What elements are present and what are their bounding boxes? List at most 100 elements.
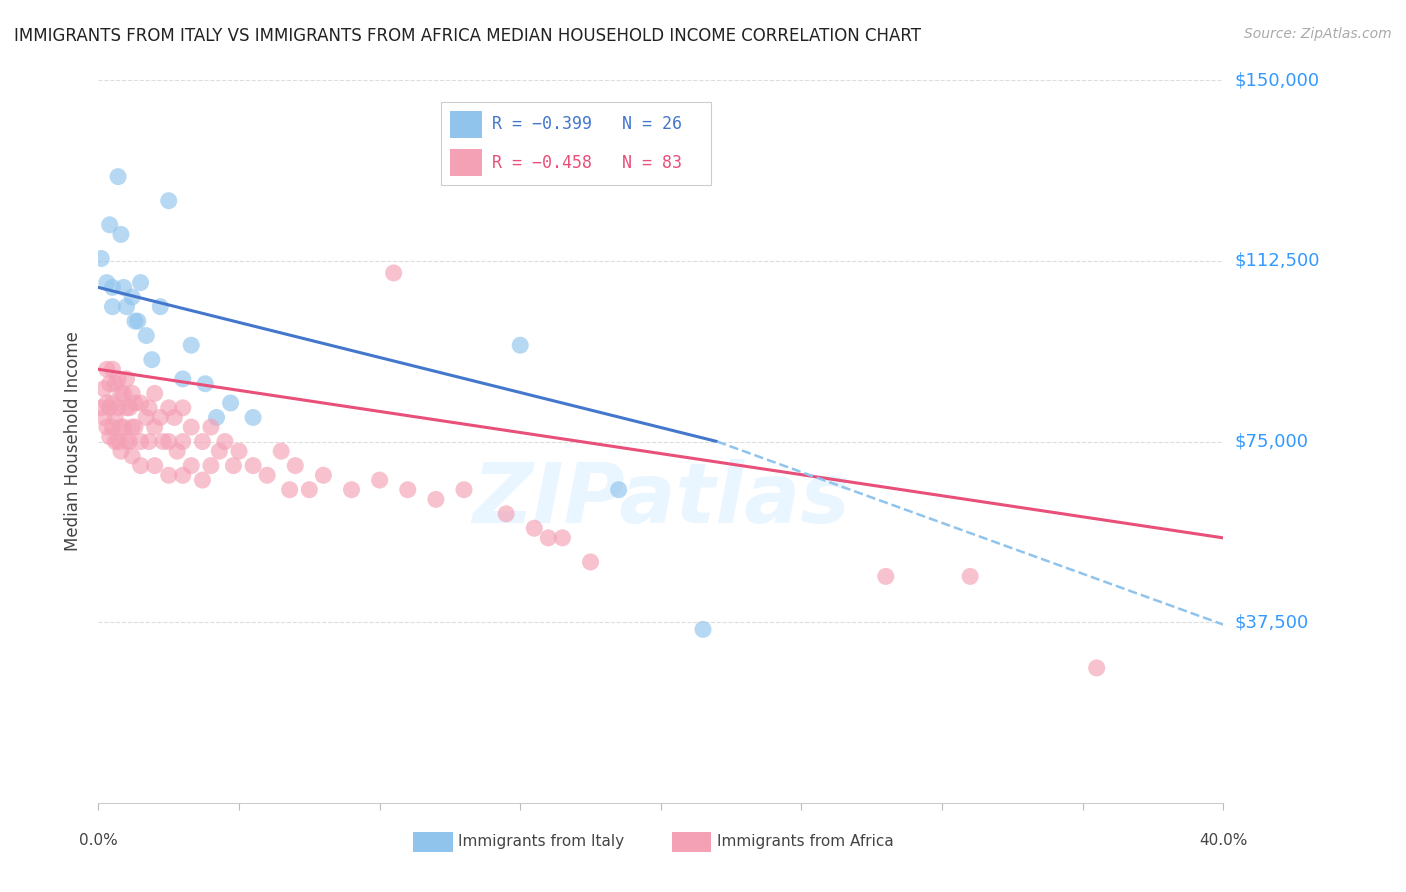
Point	[124, 314, 146, 328]
Point	[396, 483, 419, 497]
Point	[509, 338, 531, 352]
Point	[200, 458, 222, 473]
Point	[135, 410, 157, 425]
Point	[112, 386, 135, 401]
Point	[118, 401, 141, 415]
Point	[143, 420, 166, 434]
Point	[107, 434, 129, 449]
Point	[157, 468, 180, 483]
Text: $112,500: $112,500	[1234, 252, 1320, 270]
Text: Source: ZipAtlas.com: Source: ZipAtlas.com	[1244, 27, 1392, 41]
Text: R = −0.399   N = 26: R = −0.399 N = 26	[492, 115, 682, 133]
Point	[163, 410, 186, 425]
Point	[98, 376, 121, 391]
Point	[115, 401, 138, 415]
Point	[101, 362, 124, 376]
Point	[101, 396, 124, 410]
Point	[90, 401, 112, 415]
Point	[1085, 661, 1108, 675]
Point	[101, 280, 124, 294]
Point	[90, 252, 112, 266]
Point	[157, 434, 180, 449]
Point	[112, 280, 135, 294]
Point	[112, 420, 135, 434]
Point	[115, 434, 138, 449]
Point	[143, 458, 166, 473]
Point	[104, 376, 127, 391]
Point	[172, 434, 194, 449]
Point	[172, 468, 194, 483]
Point	[107, 401, 129, 415]
Point	[110, 420, 132, 434]
Text: Immigrants from Italy: Immigrants from Italy	[458, 834, 624, 849]
Y-axis label: Median Household Income: Median Household Income	[65, 332, 83, 551]
Point	[121, 290, 143, 304]
Point	[959, 569, 981, 583]
Point	[157, 401, 180, 415]
Point	[340, 483, 363, 497]
Point	[194, 376, 217, 391]
Point	[284, 458, 307, 473]
Bar	[450, 149, 482, 177]
Point	[495, 507, 517, 521]
Point	[149, 410, 172, 425]
Point	[141, 352, 163, 367]
Point	[298, 483, 321, 497]
Point	[157, 194, 180, 208]
Bar	[413, 831, 453, 852]
Point	[98, 430, 121, 444]
Point	[242, 458, 264, 473]
Text: $150,000: $150,000	[1234, 71, 1319, 89]
Point	[118, 434, 141, 449]
Text: 0.0%: 0.0%	[79, 833, 118, 848]
Point	[138, 434, 160, 449]
Point	[110, 386, 132, 401]
Point	[172, 401, 194, 415]
Point	[104, 434, 127, 449]
Point	[124, 396, 146, 410]
Point	[96, 396, 118, 410]
Point	[425, 492, 447, 507]
Point	[453, 483, 475, 497]
Text: ZIPatlas: ZIPatlas	[472, 458, 849, 540]
Point	[138, 401, 160, 415]
Point	[129, 276, 152, 290]
Point	[96, 276, 118, 290]
Text: $37,500: $37,500	[1234, 613, 1309, 632]
Point	[96, 362, 118, 376]
Point	[205, 410, 228, 425]
Point	[875, 569, 897, 583]
Point	[129, 458, 152, 473]
Point	[172, 372, 194, 386]
Point	[98, 401, 121, 415]
Point	[180, 458, 202, 473]
Point	[166, 444, 188, 458]
Point	[228, 444, 250, 458]
Point	[110, 227, 132, 242]
Point	[104, 410, 127, 425]
Point	[110, 444, 132, 458]
Point	[382, 266, 405, 280]
Point	[115, 372, 138, 386]
Point	[607, 483, 630, 497]
Bar	[450, 111, 482, 138]
Point	[121, 420, 143, 434]
FancyBboxPatch shape	[441, 102, 711, 185]
Point	[96, 420, 118, 434]
Point	[537, 531, 560, 545]
Text: R = −0.458   N = 83: R = −0.458 N = 83	[492, 153, 682, 171]
Point	[93, 410, 115, 425]
Point	[107, 372, 129, 386]
Point	[121, 386, 143, 401]
Point	[579, 555, 602, 569]
Point	[270, 444, 292, 458]
Point	[101, 300, 124, 314]
Text: $75,000: $75,000	[1234, 433, 1309, 450]
Point	[143, 386, 166, 401]
Point	[115, 300, 138, 314]
Point	[692, 623, 714, 637]
Point	[121, 449, 143, 463]
Point	[219, 396, 242, 410]
Point	[191, 434, 214, 449]
Point	[222, 458, 245, 473]
